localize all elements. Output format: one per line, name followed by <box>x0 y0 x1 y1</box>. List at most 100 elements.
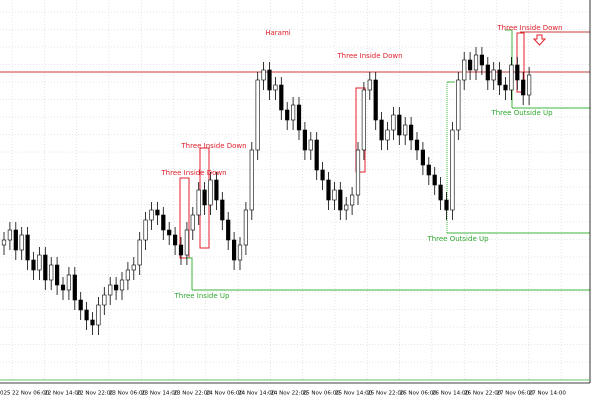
candle-body <box>467 59 473 71</box>
candle-body <box>49 264 54 281</box>
annotation: Three Inside Down <box>496 24 562 32</box>
x-tick-label: 22 Nov 06:00 <box>12 391 50 397</box>
candle-body <box>37 254 42 271</box>
x-tick-label: 25 Nov 06:00 <box>303 391 341 397</box>
annotations: Harami Three Inside Down Three Inside Do… <box>160 24 562 300</box>
candle-body <box>19 234 24 251</box>
candle-body <box>226 219 231 241</box>
candle-body <box>491 69 496 81</box>
candle-body <box>344 204 349 211</box>
candle-body <box>497 69 502 86</box>
candle-body <box>349 194 355 206</box>
x-tick-label: 025 <box>0 391 11 397</box>
candle-body <box>326 179 331 201</box>
candle-body <box>285 109 290 121</box>
candle-body <box>509 64 514 91</box>
candle-body <box>391 114 396 131</box>
candle-body <box>90 319 95 326</box>
candle-body <box>420 149 426 166</box>
candle-body <box>379 119 384 141</box>
candle-body <box>25 234 30 261</box>
candle-body <box>485 64 490 81</box>
x-tick-label: 24 Nov 22:00 <box>270 391 308 397</box>
candle-body <box>155 209 160 216</box>
candle-body <box>503 84 508 91</box>
candle-body <box>302 129 308 151</box>
candle-body <box>249 149 254 211</box>
candle-body <box>526 74 532 96</box>
candle-body <box>125 269 130 281</box>
annotation: Three Inside Up <box>174 292 230 300</box>
candle-body <box>178 244 184 256</box>
candle-body <box>66 274 71 291</box>
annotation: Three Inside Down <box>180 142 246 150</box>
candle-body <box>273 84 278 91</box>
candle-body <box>408 124 414 141</box>
annotation: Three Outside Up <box>490 109 553 117</box>
candle-body <box>143 219 148 241</box>
candle-body <box>196 189 201 216</box>
x-tick-label: 23 Nov 22:00 <box>174 391 212 397</box>
candle-body <box>385 129 390 141</box>
candle-body <box>54 264 60 286</box>
candle-body <box>137 239 142 266</box>
x-tick-label: 26 Nov 14:00 <box>432 391 470 397</box>
candle-body <box>237 244 243 261</box>
candle-body <box>13 229 18 251</box>
candle-body <box>60 284 66 291</box>
candle-body <box>43 254 48 281</box>
candle-body <box>114 284 119 291</box>
candle-body <box>314 139 319 171</box>
level-step <box>186 257 193 290</box>
candle-body <box>267 69 272 91</box>
candle-body <box>479 54 485 66</box>
candle-body <box>102 294 107 306</box>
candle-body <box>361 89 367 151</box>
x-tick-label: 25 Nov 22:00 <box>367 391 405 397</box>
x-tick-label: 27 Nov 06:00 <box>497 391 535 397</box>
annotation: Harami <box>265 29 291 37</box>
candle-body <box>308 139 313 151</box>
candle-body <box>403 124 408 136</box>
x-tick-label: 22 Nov 14:00 <box>44 391 82 397</box>
x-tick-label: 24 Nov 06:00 <box>206 391 244 397</box>
candle-body <box>232 239 237 261</box>
candle-body <box>78 299 83 311</box>
candle-body <box>119 279 125 291</box>
candle-body <box>444 199 449 211</box>
candle-body <box>255 79 260 151</box>
x-tick-label: 23 Nov 06:00 <box>109 391 147 397</box>
x-tick-label: 24 Nov 14:00 <box>238 391 276 397</box>
candle-body <box>473 54 479 71</box>
candle-body <box>173 234 178 246</box>
x-tick-label: 22 Nov 22:00 <box>77 391 115 397</box>
signal-arrow <box>532 34 547 46</box>
candle-body <box>338 189 343 211</box>
candle-body <box>243 209 249 246</box>
candle-body <box>167 229 172 236</box>
candle-body <box>462 59 467 81</box>
annotation: Three Outside Up <box>426 235 489 243</box>
candle-body <box>31 259 36 271</box>
candle-body <box>84 309 89 321</box>
candle-body <box>184 229 190 256</box>
x-tick-label: 27 Nov 14:00 <box>529 391 567 397</box>
candle-body <box>96 304 101 326</box>
candle-body <box>279 84 284 111</box>
candle-body <box>72 274 77 301</box>
x-tick-label: 26 Nov 06:00 <box>400 391 438 397</box>
candle-body <box>521 79 526 96</box>
annotation: Three Inside Down <box>160 169 226 177</box>
pattern-box <box>179 177 190 259</box>
candle-body <box>426 164 431 176</box>
candle-body <box>202 189 207 206</box>
candles <box>1 47 532 335</box>
candle-body <box>515 64 520 81</box>
candle-body <box>296 104 302 131</box>
x-tick-label: 23 Nov 14:00 <box>141 391 179 397</box>
candle-body <box>261 69 266 81</box>
candle-body <box>208 179 213 206</box>
candle-body <box>332 189 337 201</box>
